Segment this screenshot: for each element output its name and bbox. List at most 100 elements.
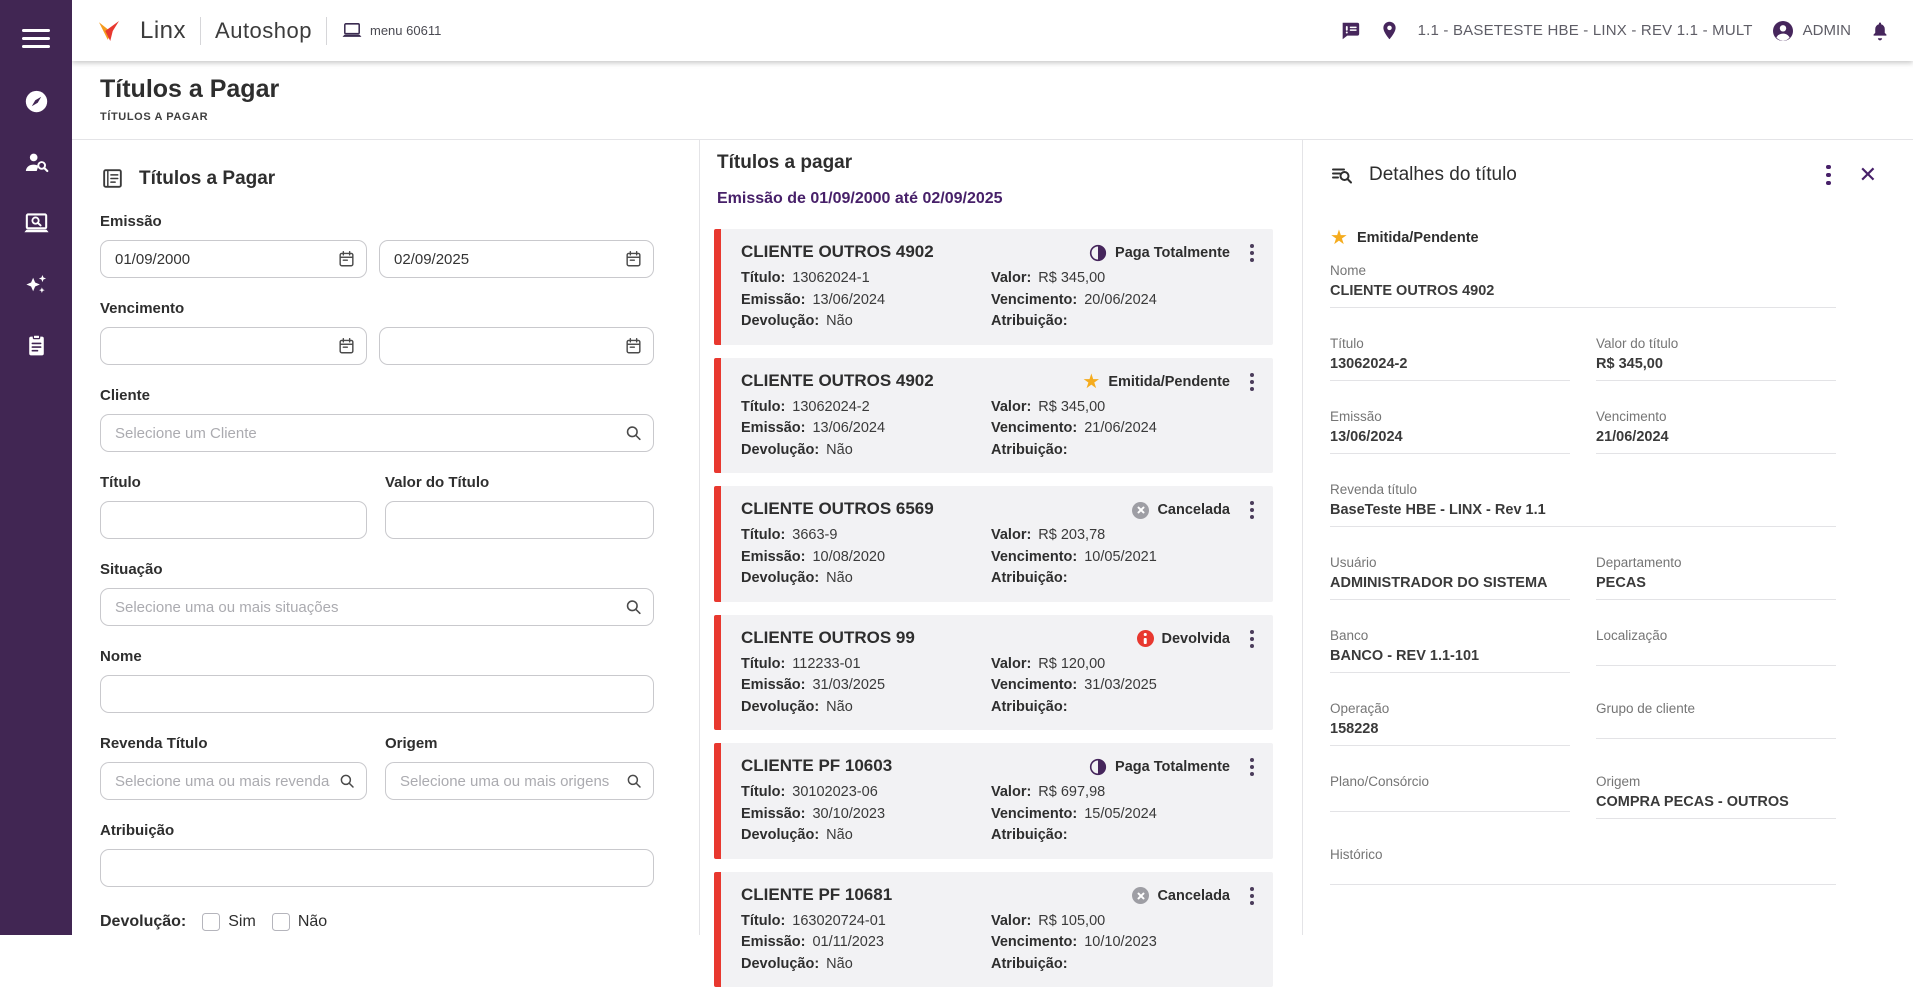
status-label: Emitida/Pendente [1108, 374, 1230, 390]
detail-field-grupo-cliente: Grupo de cliente [1596, 701, 1836, 746]
status-label: Paga Totalmente [1115, 759, 1230, 775]
status-label: Paga Totalmente [1115, 245, 1230, 261]
hamburger-menu-icon[interactable] [22, 24, 50, 53]
card-menu-kebab-icon[interactable] [1244, 756, 1260, 778]
calendar-icon[interactable] [624, 337, 643, 356]
details-panel: Detalhes do título ✕ ★ Emitida/Pendente … [1303, 140, 1913, 935]
titulo-label: Título [100, 474, 367, 491]
topbar: Linx Autoshop menu 60611 1.1 - BASETESTE… [72, 0, 1913, 61]
atribuicao-label: Atribuição [100, 822, 654, 839]
cancelled-status-icon [1132, 887, 1149, 904]
card-menu-kebab-icon[interactable] [1244, 242, 1260, 264]
person-search-icon[interactable] [16, 142, 56, 182]
filter-panel-title: Títulos a Pagar [139, 168, 275, 190]
detail-field-origem: Origem COMPRA PECAS - OUTROS [1596, 774, 1836, 819]
cliente-input[interactable] [100, 414, 654, 452]
detail-field-emissao: Emissão 13/06/2024 [1330, 409, 1570, 454]
pending-status-star-icon: ★ [1082, 372, 1100, 392]
returned-status-icon [1137, 630, 1154, 647]
title-card[interactable]: CLIENTE OUTROS 4902 ★ Emitida/Pendente T… [714, 358, 1273, 474]
cancelled-status-icon [1132, 502, 1149, 519]
atribuicao-input[interactable] [100, 849, 654, 887]
page-title: Títulos a Pagar [100, 75, 1913, 104]
user-menu[interactable]: ADMIN [1771, 19, 1851, 43]
titulo-input[interactable] [100, 501, 367, 539]
card-menu-kebab-icon[interactable] [1244, 628, 1260, 650]
account-icon [1771, 19, 1795, 43]
devolucao-label: Devolução: [100, 913, 186, 931]
card-menu-kebab-icon[interactable] [1244, 885, 1260, 907]
vencimento-to-input[interactable] [379, 327, 654, 365]
calendar-icon[interactable] [337, 337, 356, 356]
sparkles-icon[interactable] [16, 264, 56, 304]
devolucao-sim-checkbox[interactable]: Sim [202, 913, 256, 931]
detail-field-vencimento: Vencimento 21/06/2024 [1596, 409, 1836, 454]
detail-field-revenda: Revenda título BaseTeste HBE - LINX - Re… [1330, 482, 1836, 527]
nome-input[interactable] [100, 675, 654, 713]
main-content: Títulos a Pagar Emissão [72, 140, 1913, 935]
compass-icon[interactable] [16, 81, 56, 121]
filter-panel: Títulos a Pagar Emissão [72, 140, 700, 935]
divider [200, 17, 201, 45]
location-pin-icon[interactable] [1379, 20, 1400, 41]
title-card[interactable]: CLIENTE OUTROS 6569 Cancelada Título:366… [714, 486, 1273, 602]
details-title: Detalhes do título [1369, 164, 1517, 186]
revenda-input[interactable] [100, 762, 367, 800]
list-title: Títulos a pagar [714, 152, 1273, 174]
calendar-icon[interactable] [337, 250, 356, 269]
detail-field-localizacao: Localização [1596, 628, 1836, 673]
titles-list-panel: Títulos a pagar Emissão de 01/09/2000 at… [700, 140, 1303, 935]
origem-input[interactable] [385, 762, 654, 800]
title-card[interactable]: CLIENTE OUTROS 99 Devolvida Título:11223… [714, 615, 1273, 731]
nome-label: Nome [100, 648, 654, 665]
sidebar [0, 0, 72, 935]
checkbox[interactable] [202, 913, 220, 931]
laptop-icon [341, 22, 363, 40]
detail-field-departamento: Departamento PECAS [1596, 555, 1836, 600]
menu-chip[interactable]: menu 60611 [341, 22, 441, 40]
search-icon[interactable] [625, 772, 643, 790]
details-menu-kebab-icon[interactable] [1820, 162, 1837, 189]
paid-status-icon [1089, 758, 1107, 776]
title-card[interactable]: CLIENTE OUTROS 4902 Paga Totalmente Títu… [714, 229, 1273, 345]
search-icon[interactable] [624, 598, 643, 617]
status-label: Devolvida [1162, 631, 1231, 647]
paid-status-icon [1089, 244, 1107, 262]
situacao-input[interactable] [100, 588, 654, 626]
emissao-from-input[interactable] [100, 240, 367, 278]
status-label: Cancelada [1157, 888, 1230, 904]
clipboard-icon[interactable] [16, 325, 56, 365]
notifications-bell-icon[interactable] [1869, 20, 1891, 42]
valor-titulo-input[interactable] [385, 501, 654, 539]
checkbox[interactable] [272, 913, 290, 931]
user-name: ADMIN [1803, 22, 1851, 39]
close-icon[interactable]: ✕ [1859, 164, 1877, 186]
card-menu-kebab-icon[interactable] [1244, 371, 1260, 393]
devolucao-nao-checkbox[interactable]: Não [272, 913, 327, 931]
card-menu-kebab-icon[interactable] [1244, 499, 1260, 521]
feedback-chat-icon[interactable] [1339, 20, 1361, 42]
title-card[interactable]: CLIENTE PF 10603 Paga Totalmente Título:… [714, 743, 1273, 859]
revenda-label: Revenda Título [100, 735, 367, 752]
detail-field-valor: Valor do título R$ 345,00 [1596, 336, 1836, 381]
emissao-to-input[interactable] [379, 240, 654, 278]
calendar-icon[interactable] [624, 250, 643, 269]
search-icon[interactable] [624, 424, 643, 443]
list-search-icon [1330, 163, 1354, 187]
valor-titulo-label: Valor do Título [385, 474, 654, 491]
menu-label: menu 60611 [370, 23, 441, 38]
laptop-search-icon[interactable] [16, 203, 56, 243]
detail-field-historico: Histórico [1330, 847, 1836, 885]
detail-field-titulo: Título 13062024-2 [1330, 336, 1570, 381]
cliente-label: Cliente [100, 387, 654, 404]
brand-name: Linx [140, 17, 186, 45]
detail-field-usuario: Usuário ADMINISTRADOR DO SISTEMA [1330, 555, 1570, 600]
title-card[interactable]: CLIENTE PF 10681 Cancelada Título:163020… [714, 872, 1273, 987]
vencimento-from-input[interactable] [100, 327, 367, 365]
detail-field-operacao: Operação 158228 [1330, 701, 1570, 746]
pending-status-star-icon: ★ [1330, 228, 1348, 248]
vencimento-label: Vencimento [100, 300, 654, 317]
search-icon[interactable] [338, 772, 356, 790]
situacao-label: Situação [100, 561, 654, 578]
store-context[interactable]: 1.1 - BASETESTE HBE - LINX - REV 1.1 - M… [1418, 22, 1753, 39]
